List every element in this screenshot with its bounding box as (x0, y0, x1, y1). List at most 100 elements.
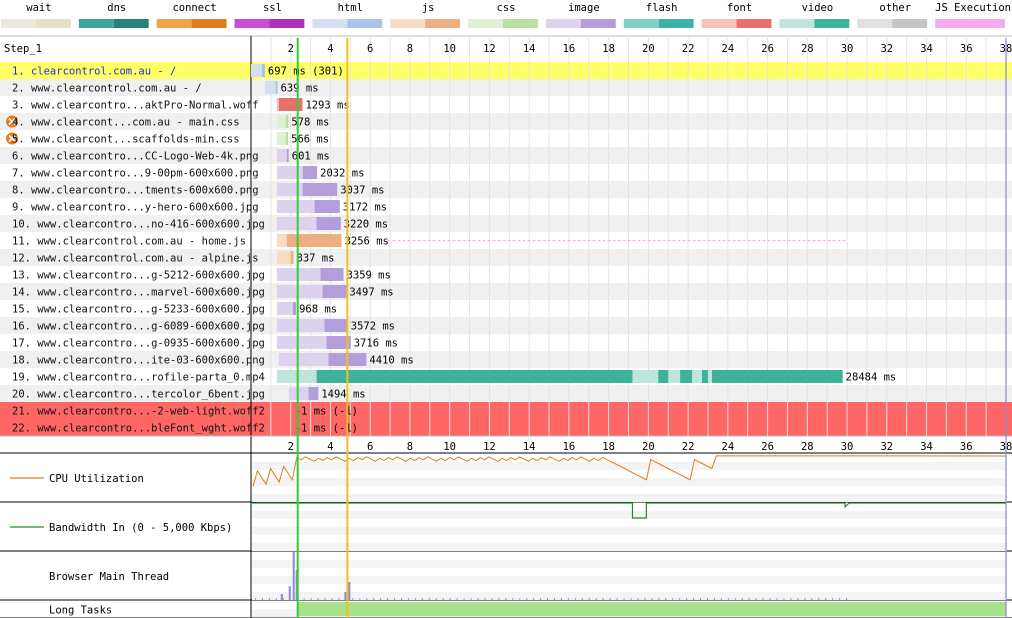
table-row (0, 232, 1012, 249)
main-thread-tick (435, 598, 437, 600)
bar-ttfb (276, 336, 327, 349)
axis-tick-label-bottom: 2 (288, 441, 294, 453)
request-timing-label: 1293 ms (305, 100, 349, 112)
bar-ttfb (276, 251, 291, 264)
main-thread-tick (686, 598, 688, 600)
metric-label: Browser Main Thread (49, 571, 169, 583)
request-timing-label: 2032 ms (320, 168, 364, 180)
bar-download (326, 336, 351, 349)
main-thread-tick (560, 598, 562, 600)
main-thread-tick (421, 598, 423, 600)
axis-tick-label-top: 22 (682, 43, 695, 55)
table-row (0, 419, 1012, 436)
legend-label: wait (26, 2, 51, 14)
main-thread-tick (720, 598, 722, 600)
legend-swatch-light (545, 19, 581, 28)
axis-tick-label-bottom: 36 (960, 441, 973, 453)
metric-stripe (252, 478, 1007, 486)
bar-download (286, 234, 342, 247)
legend-label: css (497, 2, 516, 14)
main-thread-tick (477, 598, 479, 600)
bar-ttfb (276, 200, 315, 213)
axis-tick-label-top: 32 (880, 43, 893, 55)
metric-stripe (252, 511, 1007, 519)
main-thread-tick (602, 598, 604, 600)
main-thread-tick (846, 598, 848, 600)
legend-label: js (422, 2, 435, 14)
axis-tick-label-top: 34 (920, 43, 933, 55)
main-thread-tick (637, 598, 639, 600)
bar-download (308, 387, 319, 400)
axis-tick-label-top: 30 (841, 43, 854, 55)
legend-label: connect (172, 2, 216, 14)
main-thread-tick (331, 598, 333, 600)
request-timing-label: 3497 ms (349, 287, 393, 299)
legend-swatch-light (312, 19, 348, 28)
legend-swatch-light (234, 19, 270, 28)
main-thread-tick (407, 598, 409, 600)
legend-swatch (35, 19, 71, 28)
main-thread-tick (254, 598, 256, 600)
main-thread-tick (401, 598, 403, 600)
axis-tick-label-top: 6 (367, 43, 373, 55)
bar-ttfb (276, 149, 287, 162)
main-thread-tick (324, 598, 326, 600)
axis-tick-label-bottom: 6 (367, 441, 373, 453)
main-thread-tick (713, 598, 715, 600)
bar-download (302, 183, 338, 196)
bar-download (261, 64, 265, 77)
main-thread-tick (484, 598, 486, 600)
table-row (0, 385, 1012, 402)
legend-swatch (658, 19, 694, 28)
bar-ttfb (276, 302, 293, 315)
main-thread-tick (470, 598, 472, 600)
bar-ttfb (276, 319, 325, 332)
main-thread-tick (310, 598, 312, 600)
bar-ttfb (278, 353, 329, 366)
bar-download (322, 285, 347, 298)
axis-tick-label-top: 18 (602, 43, 615, 55)
axis-tick-label-bottom: 12 (483, 441, 496, 453)
axis-tick-label-bottom: 20 (642, 441, 655, 453)
main-thread-tick (672, 598, 674, 600)
legend-swatch (347, 19, 383, 28)
table-row (0, 402, 1012, 419)
bar-download (324, 319, 348, 332)
main-thread-tick (303, 598, 305, 600)
main-thread-spike (292, 552, 295, 600)
bar-download (278, 98, 303, 111)
table-row (0, 215, 1012, 232)
main-thread-tick (595, 598, 597, 600)
table-row (0, 249, 1012, 266)
main-thread-tick (588, 598, 590, 600)
legend-swatch-light (156, 19, 192, 28)
main-thread-tick (818, 598, 820, 600)
request-timing-label: 837 ms (297, 253, 335, 265)
bar-ttfb (276, 234, 287, 247)
error-icon-cross (8, 134, 16, 143)
main-thread-tick (282, 598, 284, 600)
main-thread-tick (533, 598, 535, 600)
bar-ttfb (276, 285, 323, 298)
bar-video-gap (707, 370, 712, 383)
request-label: 6. www.clearcontro...CC-Logo-Web-4k.png (12, 151, 259, 163)
main-thread-tick (825, 598, 827, 600)
main-thread-tick (762, 598, 764, 600)
main-thread-tick (811, 598, 813, 600)
main-thread-tick (275, 598, 277, 600)
legend-swatch-light (1, 19, 36, 28)
legend-swatch-light (857, 19, 893, 28)
table-row (0, 181, 1012, 198)
main-thread-tick (540, 598, 542, 600)
main-thread-tick (644, 598, 646, 600)
main-thread-tick (512, 598, 514, 600)
legend-swatch-light (935, 19, 971, 28)
request-timing-label: 697 ms (301) (268, 66, 344, 78)
axis-tick-label-bottom: 8 (407, 441, 413, 453)
main-thread-tick (380, 598, 382, 600)
legend-label: html (338, 2, 363, 14)
table-row (0, 266, 1012, 283)
metric-stripe (252, 494, 1007, 502)
axis-tick-label-bottom: 26 (761, 441, 774, 453)
main-thread-tick (755, 598, 757, 600)
